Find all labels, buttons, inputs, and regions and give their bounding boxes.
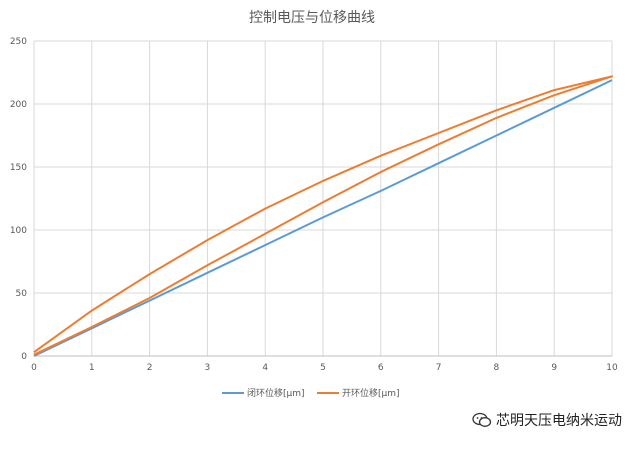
y-tick-label: 50 (16, 289, 28, 299)
x-tick-label: 6 (378, 363, 384, 373)
x-tick-label: 0 (31, 363, 37, 373)
series-group (33, 75, 613, 357)
x-tick-label: 1 (89, 363, 95, 373)
wechat-icon (472, 412, 492, 427)
x-tick-label: 4 (262, 363, 268, 373)
legend-label-1: 闭环位移[μm] (247, 387, 305, 399)
watermark: 芯明天压电纳米运动 (472, 410, 622, 430)
x-tick-label: 3 (205, 363, 211, 373)
x-tick-label: 7 (436, 363, 442, 373)
legend: 闭环位移[μm] 开环位移[μm] (222, 387, 400, 399)
y-tick-label: 100 (10, 226, 27, 236)
x-tick-label: 10 (606, 363, 618, 373)
y-tick-label: 250 (10, 37, 27, 47)
y-tick-label: 200 (10, 100, 27, 110)
x-tick-label: 8 (494, 363, 500, 373)
series-line-2 (33, 75, 613, 356)
x-tick-label: 9 (551, 363, 557, 373)
grid (33, 40, 613, 357)
legend-label-2: 开环位移[μm] (342, 387, 400, 399)
series-line-1 (33, 79, 613, 357)
y-tick-label: 150 (10, 163, 27, 173)
x-tick-label: 2 (147, 363, 153, 373)
axes: 0 50 100 150 200 250 0 1 2 3 4 5 6 7 8 9 10 (10, 37, 618, 373)
x-tick-label: 5 (320, 363, 326, 373)
chart-title: 控制电压与位移曲线 (249, 10, 375, 26)
watermark-text: 芯明天压电纳米运动 (496, 413, 622, 429)
y-tick-label: 0 (21, 352, 27, 362)
